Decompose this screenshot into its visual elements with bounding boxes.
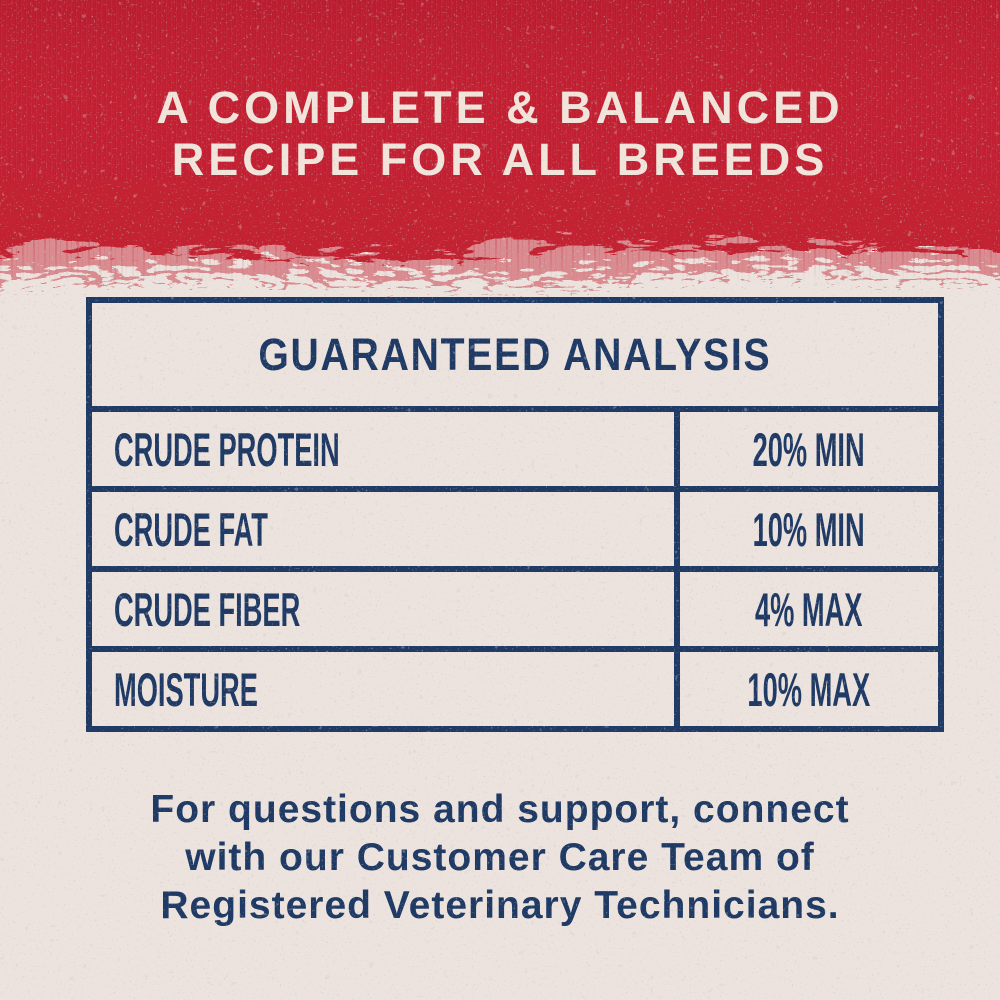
row-value-cell: 20% MIN: [680, 412, 938, 486]
headline: A COMPLETE & BALANCED RECIPE FOR ALL BRE…: [0, 82, 1000, 186]
row-label: CRUDE FAT: [114, 502, 268, 556]
row-value: 20% MIN: [752, 422, 866, 476]
row-value-cell: 10% MAX: [680, 652, 938, 726]
row-label-cell: CRUDE PROTEIN: [92, 412, 680, 486]
row-label: MOISTURE: [114, 662, 258, 716]
support-text: For questions and support, connect with …: [0, 786, 1000, 930]
row-label-cell: CRUDE FAT: [92, 492, 680, 566]
table-row-crude-fat: CRUDE FAT 10% MIN: [92, 492, 938, 572]
row-value: 10% MAX: [747, 662, 871, 716]
guaranteed-analysis-table: GUARANTEED ANALYSIS CRUDE PROTEIN 20% MI…: [86, 297, 944, 732]
row-label: CRUDE FIBER: [114, 582, 301, 636]
support-text-line-3: Registered Veterinary Technicians.: [160, 884, 840, 927]
row-value: 4% MAX: [755, 582, 863, 636]
headline-line-1: A COMPLETE & BALANCED: [156, 82, 844, 133]
headline-line-2: RECIPE FOR ALL BREEDS: [171, 134, 829, 185]
row-value-cell: 4% MAX: [680, 572, 938, 646]
torn-edge-graphic: [0, 180, 1000, 266]
table-title: GUARANTEED ANALYSIS: [258, 328, 772, 380]
table-row-crude-fiber: CRUDE FIBER 4% MAX: [92, 572, 938, 652]
row-label-cell: CRUDE FIBER: [92, 572, 680, 646]
row-value-cell: 10% MIN: [680, 492, 938, 566]
row-label-cell: MOISTURE: [92, 652, 680, 726]
table-row-crude-protein: CRUDE PROTEIN 20% MIN: [92, 412, 938, 492]
row-label: CRUDE PROTEIN: [114, 422, 340, 476]
table-row-moisture: MOISTURE 10% MAX: [92, 652, 938, 726]
table-title-row: GUARANTEED ANALYSIS: [92, 303, 938, 412]
support-text-line-2: with our Customer Care Team of: [185, 836, 815, 879]
row-value: 10% MIN: [752, 502, 866, 556]
support-text-line-1: For questions and support, connect: [150, 788, 850, 831]
